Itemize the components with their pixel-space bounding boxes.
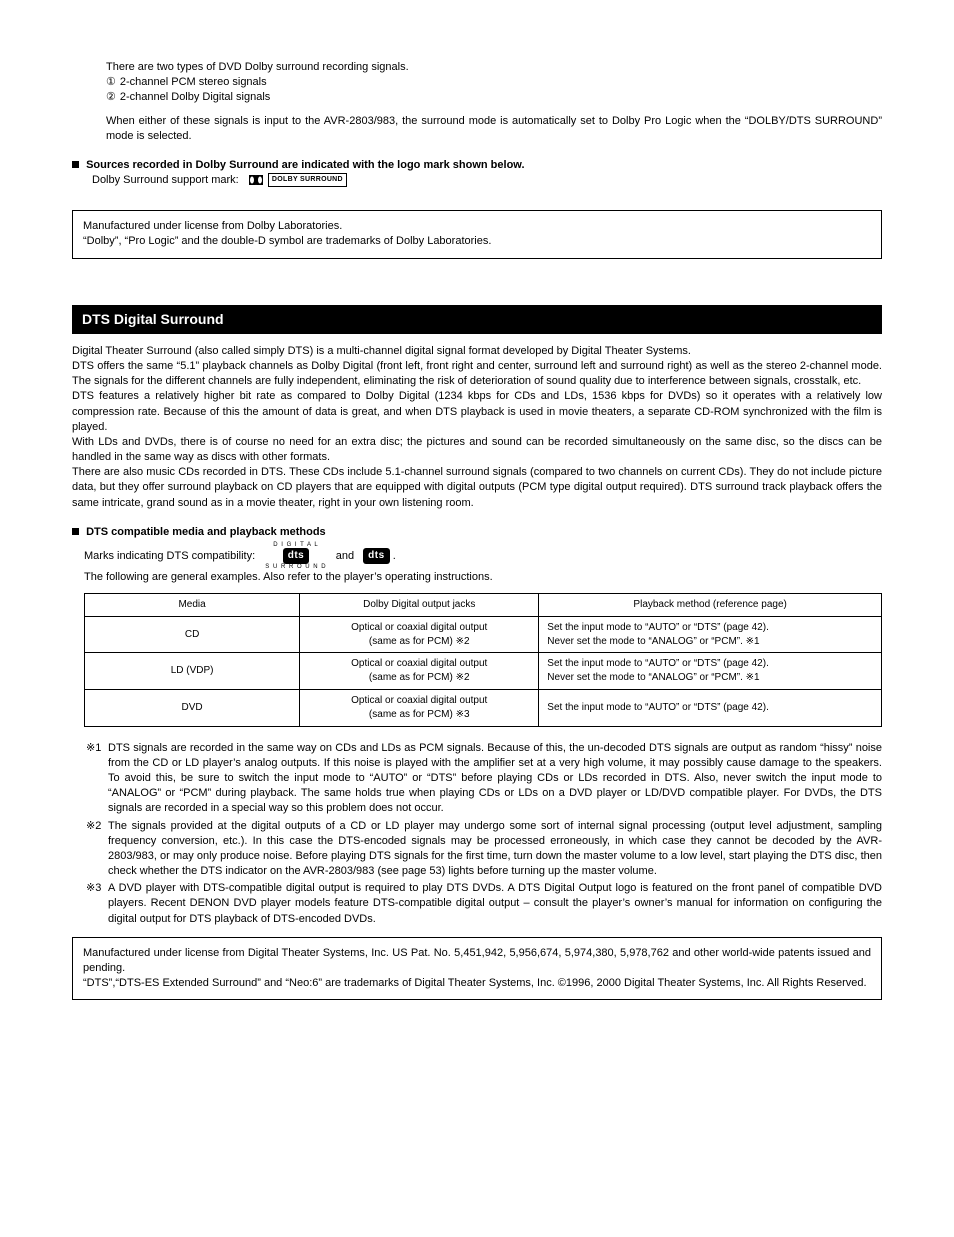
note-mark: ※3 xyxy=(86,881,108,927)
cell-output: Optical or coaxial digital output (same … xyxy=(300,690,539,727)
cell-output: Optical or coaxial digital output (same … xyxy=(300,616,539,653)
compat-heading-row: DTS compatible media and playback method… xyxy=(72,525,882,540)
dts-badge-icon: dts xyxy=(363,548,390,564)
dts-p4: With LDs and DVDs, there is of course no… xyxy=(72,435,882,465)
marks-label: Marks indicating DTS compatibility: xyxy=(84,550,255,562)
media-table: Media Dolby Digital output jacks Playbac… xyxy=(84,593,882,727)
note-body: The signals provided at the digital outp… xyxy=(108,819,882,880)
dts-p5: There are also music CDs recorded in DTS… xyxy=(72,465,882,511)
bullet-square-icon xyxy=(72,161,79,168)
compat-heading: DTS compatible media and playback method… xyxy=(86,526,326,538)
table-row: DVD Optical or coaxial digital output (s… xyxy=(85,690,882,727)
note-mark: ※1 xyxy=(86,741,108,817)
cell-text: Optical or coaxial digital output xyxy=(308,694,530,708)
th-output: Dolby Digital output jacks xyxy=(300,594,539,617)
dolby-box-line2: “Dolby”, “Pro Logic” and the double-D sy… xyxy=(83,234,871,249)
cell-text: (same as for PCM) ※2 xyxy=(308,635,530,649)
note-body: A DVD player with DTS-compatible digital… xyxy=(108,881,882,927)
dolby-box-line1: Manufactured under license from Dolby La… xyxy=(83,219,871,234)
cell-text: Set the input mode to “AUTO” or “DTS” (p… xyxy=(547,657,873,671)
dts-p2: DTS offers the same “5.1” playback chann… xyxy=(72,359,882,389)
cell-method: Set the input mode to “AUTO” or “DTS” (p… xyxy=(539,616,882,653)
table-header-row: Media Dolby Digital output jacks Playbac… xyxy=(85,594,882,617)
note-body: DTS signals are recorded in the same way… xyxy=(108,741,882,817)
note-row: ※2 The signals provided at the digital o… xyxy=(86,819,882,880)
cell-output: Optical or coaxial digital output (same … xyxy=(300,653,539,690)
dolby-license-box: Manufactured under license from Dolby La… xyxy=(72,210,882,258)
bullet-square-icon xyxy=(72,528,79,535)
top-block: There are two types of DVD Dolby surroun… xyxy=(106,60,882,144)
dts-digital-surround-badge: D I G I T A L dts S U R R O U N D xyxy=(265,542,326,570)
cell-text: (same as for PCM) ※3 xyxy=(308,708,530,722)
follow-line: The following are general examples. Also… xyxy=(84,570,882,585)
table-row: CD Optical or coaxial digital output (sa… xyxy=(85,616,882,653)
dolby-surround-badge: DOLBY SURROUND xyxy=(268,173,347,187)
double-d-icon xyxy=(249,175,263,185)
cell-media: LD (VDP) xyxy=(85,653,300,690)
dts-license-box: Manufactured under license from Digital … xyxy=(72,937,882,1001)
note-mark: ※2 xyxy=(86,819,108,880)
and-word: and xyxy=(336,550,354,562)
cell-text: (same as for PCM) ※2 xyxy=(308,671,530,685)
cell-text: Optical or coaxial digital output xyxy=(308,621,530,635)
dts-box-line1: Manufactured under license from Digital … xyxy=(83,946,871,976)
support-mark-row: Dolby Surround support mark: DOLBY SURRO… xyxy=(92,173,882,188)
note-row: ※1 DTS signals are recorded in the same … xyxy=(86,741,882,817)
cell-text: Set the input mode to “AUTO” or “DTS” (p… xyxy=(547,621,873,635)
list-item-2: ②2-channel Dolby Digital signals xyxy=(106,90,882,105)
item1-text: 2-channel PCM stereo signals xyxy=(120,76,267,88)
dts-p3: DTS features a relatively higher bit rat… xyxy=(72,389,882,435)
th-media: Media xyxy=(85,594,300,617)
list-item-1: ①2-channel PCM stereo signals xyxy=(106,75,882,90)
sources-heading: Sources recorded in Dolby Surround are i… xyxy=(86,159,524,171)
note-row: ※3 A DVD player with DTS-compatible digi… xyxy=(86,881,882,927)
dts-badge-icon: dts xyxy=(283,548,310,564)
para-auto-mode: When either of these signals is input to… xyxy=(106,114,882,144)
page: There are two types of DVD Dolby surroun… xyxy=(0,0,954,1237)
cell-text: Never set the mode to “ANALOG” or “PCM”.… xyxy=(547,671,873,685)
notes-block: ※1 DTS signals are recorded in the same … xyxy=(86,741,882,927)
item2-text: 2-channel Dolby Digital signals xyxy=(120,91,270,103)
dts-box-line2: “DTS”,“DTS-ES Extended Surround” and “Ne… xyxy=(83,976,871,991)
table-row: LD (VDP) Optical or coaxial digital outp… xyxy=(85,653,882,690)
dts-p1: Digital Theater Surround (also called si… xyxy=(72,344,882,359)
cell-media: CD xyxy=(85,616,300,653)
cell-method: Set the input mode to “AUTO” or “DTS” (p… xyxy=(539,653,882,690)
cell-media: DVD xyxy=(85,690,300,727)
th-method: Playback method (reference page) xyxy=(539,594,882,617)
cell-method: Set the input mode to “AUTO” or “DTS” (p… xyxy=(539,690,882,727)
sources-heading-row: Sources recorded in Dolby Surround are i… xyxy=(72,158,882,173)
support-mark-label: Dolby Surround support mark: xyxy=(92,174,239,186)
section-bar-dts: DTS Digital Surround xyxy=(72,305,882,334)
cell-text: Never set the mode to “ANALOG” or “PCM”.… xyxy=(547,635,873,649)
line-intro: There are two types of DVD Dolby surroun… xyxy=(106,60,882,75)
marks-row: Marks indicating DTS compatibility: D I … xyxy=(84,542,882,570)
cell-text: Set the input mode to “AUTO” or “DTS” (p… xyxy=(547,701,873,715)
cell-text: Optical or coaxial digital output xyxy=(308,657,530,671)
